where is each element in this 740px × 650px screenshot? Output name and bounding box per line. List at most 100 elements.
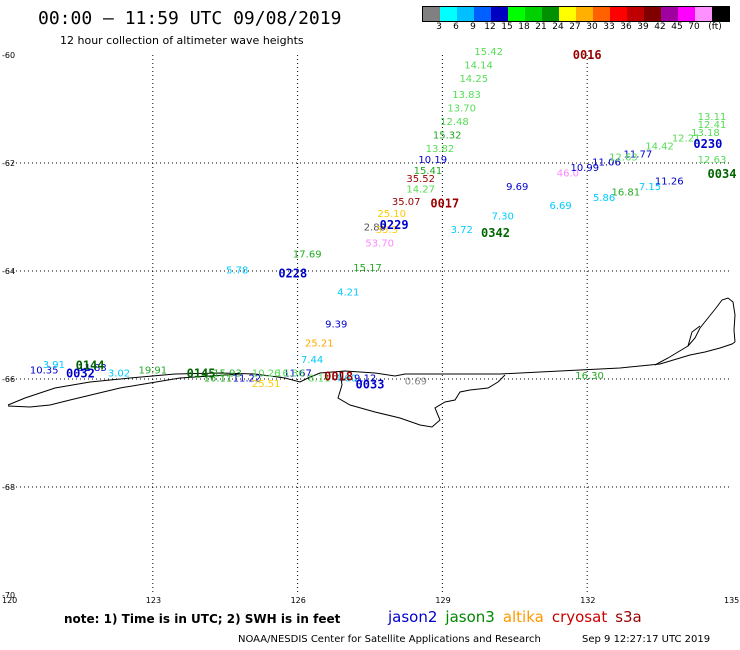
- wave-height-value: 10.99: [570, 163, 599, 174]
- latitude-label: -64: [2, 267, 15, 276]
- wave-height-value: 5.78: [226, 266, 248, 277]
- wave-height-value: 3.02: [108, 368, 130, 379]
- wave-height-value: 17.69: [293, 250, 322, 261]
- wave-height-value: 9.12: [354, 374, 376, 385]
- latitude-label: -60: [2, 51, 15, 60]
- wave-height-value: 16.81: [611, 187, 640, 198]
- wave-height-value: 4.21: [337, 287, 359, 298]
- wave-height-value: 35.52: [406, 174, 435, 185]
- latitude-label: -66: [2, 375, 15, 384]
- colorbar-tick-label: 15: [501, 22, 513, 32]
- longitude-label: 120: [2, 596, 17, 605]
- latitude-label: -70: [2, 591, 15, 600]
- coast-bay: [7, 373, 241, 408]
- wave-height-value: 25.51: [252, 379, 281, 390]
- colorbar-tick-label: 39: [637, 22, 649, 32]
- pass-time-label: 0032: [66, 367, 95, 381]
- pass-time-label: 0034: [708, 167, 737, 181]
- wave-height-value: 14.42: [645, 142, 674, 153]
- colorbar-tick-label: 12: [484, 22, 496, 32]
- wave-height-value: 7.15: [639, 182, 661, 193]
- legend-entry: cryosat: [551, 608, 608, 626]
- wave-height-colorbar: [422, 6, 730, 22]
- wave-height-value: 12.63: [609, 152, 638, 163]
- colorbar-swatch: [474, 7, 491, 21]
- wave-height-value: 46.0: [557, 169, 579, 180]
- wave-height-value: 12.21: [672, 133, 701, 144]
- wave-height-value: 7.44: [301, 355, 323, 366]
- colorbar-tick-label: 18: [518, 22, 530, 32]
- wave-height-value: 12.48: [440, 117, 469, 128]
- colorbar-tick-label: 30: [586, 22, 598, 32]
- colorbar-tick-label: 33: [603, 22, 615, 32]
- wave-height-value: 14.14: [464, 61, 493, 72]
- wave-height-value: 9.69: [506, 182, 528, 193]
- wave-height-value: 11.77: [624, 150, 653, 161]
- wave-height-value: 16.36: [276, 368, 305, 379]
- wave-height-value: 12.63: [698, 155, 727, 166]
- wave-height-value: 0.69: [405, 376, 427, 387]
- colorbar-ticks: 3 6 9 12 15 18 21 24 27 30 33 36 39 42 45 70 (ft): [422, 22, 740, 34]
- wave-height-value: 6.69: [550, 201, 572, 212]
- colorbar-swatch: [457, 7, 474, 21]
- wave-height-value: 2.88: [364, 223, 386, 234]
- wave-height-value: 5.86: [593, 193, 615, 204]
- wave-height-value: 11.22: [233, 374, 262, 385]
- pass-time-label: 0033: [356, 377, 385, 391]
- colorbar-tick-label: 3: [436, 22, 442, 32]
- wave-height-value: 4.60: [335, 374, 357, 385]
- wave-height-value: 3.91: [43, 360, 65, 371]
- colorbar-tick-label: 42: [654, 22, 666, 32]
- wave-height-value: 13.18: [691, 128, 720, 139]
- footer-credit: NOAA/NESDIS Center for Satellite Applica…: [238, 634, 541, 645]
- colorbar-swatch: [695, 7, 712, 21]
- pass-time-label: 0230: [693, 137, 722, 151]
- colorbar-swatch: [576, 7, 593, 21]
- map-title: 00:00 – 11:59 UTC 09/08/2019: [38, 8, 342, 29]
- wave-height-value: 12.41: [698, 120, 727, 131]
- grid-lines: [8, 55, 732, 595]
- pass-time-label: 0018: [324, 369, 353, 383]
- colorbar-tick-label: 45: [671, 22, 683, 32]
- wave-height-value: 15.42: [474, 47, 503, 58]
- wave-height-value: 14.25: [459, 74, 488, 85]
- colorbar-tick-label: 6: [453, 22, 459, 32]
- wave-height-value: 11.83: [78, 363, 107, 374]
- wave-height-value: 7.30: [492, 212, 514, 223]
- legend-entry: altika: [502, 608, 544, 626]
- longitude-label: 132: [580, 596, 595, 605]
- wave-height-value: 53.70: [365, 239, 394, 250]
- latitude-label: -62: [2, 159, 15, 168]
- colorbar-swatch: [508, 7, 525, 21]
- wave-height-value: 10.19: [418, 155, 447, 166]
- wave-height-value: 11.06: [592, 158, 621, 169]
- legend-entry: jason2: [388, 608, 438, 626]
- colorbar-tick-label: 70: [688, 22, 700, 32]
- colorbar-swatch: [491, 7, 508, 21]
- pass-time-label: 0228: [278, 267, 307, 281]
- antarctic-coastline: [7, 341, 736, 406]
- colorbar-swatch: [712, 7, 729, 21]
- legend-entry: s3a: [615, 608, 642, 626]
- wave-height-value: 8.11: [308, 374, 330, 385]
- satellite-legend: jason2 jason3 altika cryosat s3a: [388, 608, 650, 626]
- longitude-label: 123: [146, 596, 161, 605]
- wave-height-value: 3.72: [451, 225, 473, 236]
- longitude-label: 126: [291, 596, 306, 605]
- wave-height-value: 13.83: [452, 90, 481, 101]
- wave-height-value: 15.32: [433, 131, 462, 142]
- east-coast-peninsula: [654, 297, 736, 366]
- wave-height-value: 35.07: [392, 197, 421, 208]
- wave-height-value: 11.26: [655, 177, 684, 188]
- colorbar-swatch: [559, 7, 576, 21]
- colorbar-tick-label: 27: [569, 22, 581, 32]
- colorbar-swatch: [593, 7, 610, 21]
- colorbar-swatch: [525, 7, 542, 21]
- coast-inlet: [337, 371, 506, 428]
- colorbar-tick-label: 36: [620, 22, 632, 32]
- colorbar-swatch: [423, 7, 440, 21]
- wave-height-value: 15.41: [414, 166, 443, 177]
